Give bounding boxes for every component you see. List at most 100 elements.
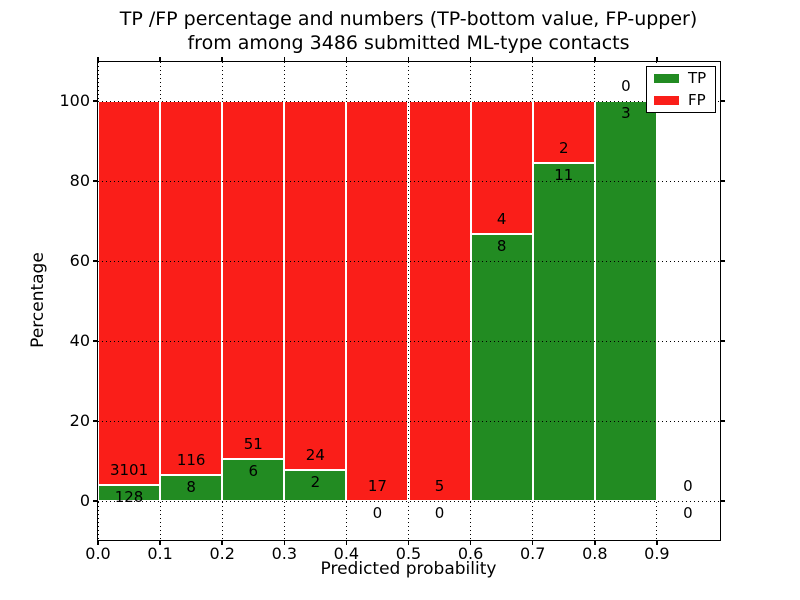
- fp-count-label-1: 116: [176, 451, 206, 470]
- legend-swatch-fp: [654, 96, 679, 105]
- chart-title-line2: from among 3486 submitted ML-type contac…: [187, 32, 630, 54]
- x-tick-top-2: [221, 56, 223, 61]
- y-tick-right-2: [720, 340, 725, 342]
- bar-fp-1: [160, 101, 223, 476]
- y-tick-left-0: [92, 500, 97, 502]
- tp-count-label-2: 6: [248, 461, 259, 480]
- y-tick-label-40: 40: [69, 331, 90, 350]
- x-tick-label-0.9: 0.9: [644, 544, 670, 563]
- fp-count-label-5: 5: [434, 477, 445, 495]
- y-tick-label-80: 80: [69, 171, 90, 190]
- gridline-y-100: [98, 100, 719, 102]
- legend-label-fp: FP: [688, 91, 706, 109]
- bar-fp-0: [98, 101, 161, 486]
- y-tick-left-2: [92, 340, 97, 342]
- x-tick-top-7: [531, 56, 534, 61]
- tp-count-label-3: 2: [310, 473, 321, 492]
- x-tick-bottom-8: [594, 540, 596, 545]
- fp-count-label-3: 24: [305, 446, 325, 465]
- y-tick-left-4: [92, 180, 97, 182]
- legend-entry-tp: TP: [654, 71, 715, 86]
- legend-swatch-tp: [654, 74, 679, 83]
- bar-fp-5: [408, 101, 471, 501]
- x-tick-label-0.4: 0.4: [333, 544, 360, 563]
- x-tick-top-4: [345, 56, 348, 61]
- x-tick-label-0.2: 0.2: [209, 544, 235, 563]
- x-tick-top-0: [97, 56, 99, 61]
- x-tick-top-5: [407, 56, 410, 61]
- y-tick-label-0: 0: [79, 491, 90, 510]
- tp-count-label-4: 0: [372, 504, 383, 522]
- y-tick-right-0: [720, 500, 725, 502]
- bar-fp-3: [284, 101, 347, 471]
- x-tick-label-0.8: 0.8: [582, 544, 608, 563]
- legend-entry-fp: FP: [654, 93, 715, 108]
- y-tick-right-5: [720, 100, 725, 102]
- x-tick-label-0.5: 0.5: [395, 544, 422, 563]
- x-tick-bottom-2: [221, 540, 223, 545]
- x-tick-top-6: [469, 56, 472, 61]
- tp-count-label-8: 3: [621, 104, 631, 122]
- tp-count-label-5: 0: [434, 504, 445, 522]
- x-axis-label: Predicted probability: [320, 559, 497, 579]
- bar-fp-2: [222, 101, 285, 459]
- bar-tp-0: [98, 485, 161, 501]
- fp-count-label-7: 2: [558, 138, 569, 157]
- x-tick-label-0.0: 0.0: [85, 544, 111, 563]
- x-tick-top-3: [283, 56, 286, 61]
- bar-tp-6: [470, 234, 533, 501]
- x-tick-label-0.7: 0.7: [519, 544, 546, 563]
- x-tick-bottom-9: [656, 540, 658, 545]
- y-tick-right-3: [720, 260, 725, 262]
- legend: TP FP: [646, 66, 716, 113]
- y-tick-right-4: [720, 180, 725, 182]
- x-tick-label-0.1: 0.1: [147, 544, 173, 563]
- tp-count-label-0: 128: [114, 488, 144, 507]
- y-tick-label-60: 60: [69, 251, 90, 270]
- x-tick-bottom-4: [345, 540, 348, 545]
- y-tick-left-5: [92, 100, 97, 102]
- bar-tp-7: [532, 162, 595, 501]
- x-tick-label-0.6: 0.6: [457, 544, 484, 563]
- x-tick-bottom-7: [531, 540, 534, 545]
- chart-title-line1: TP /FP percentage and numbers (TP-bottom…: [119, 8, 698, 30]
- gridline-y-0: [98, 500, 719, 502]
- bar-fp-4: [346, 101, 409, 501]
- x-tick-bottom-3: [283, 540, 286, 545]
- bar-tp-2: [222, 458, 285, 501]
- x-tick-label-0.3: 0.3: [271, 544, 298, 563]
- y-axis-label: Percentage: [28, 252, 48, 348]
- tp-count-label-7: 11: [554, 165, 574, 184]
- tp-count-label-9: 0: [683, 504, 693, 522]
- x-tick-bottom-0: [97, 540, 99, 545]
- gridline-y-80: [98, 180, 719, 182]
- gridline-x-0.9: [656, 62, 658, 539]
- gridline-y-20: [98, 420, 719, 422]
- gridline-y-60: [98, 260, 719, 262]
- bar-tp-1: [160, 475, 223, 501]
- legend-label-tp: TP: [688, 69, 707, 87]
- gridline-y-40: [98, 340, 719, 342]
- y-tick-label-100: 100: [59, 91, 90, 110]
- tp-count-label-1: 8: [186, 478, 196, 497]
- y-tick-label-20: 20: [69, 411, 90, 430]
- x-tick-bottom-5: [407, 540, 410, 545]
- fp-count-label-9: 0: [683, 477, 693, 495]
- bar-fp-6: [470, 101, 533, 235]
- tp-count-label-6: 8: [496, 237, 507, 256]
- x-tick-top-1: [159, 56, 161, 61]
- fp-count-label-0: 3101: [109, 461, 149, 480]
- x-tick-bottom-6: [469, 540, 472, 545]
- y-tick-right-1: [720, 420, 725, 422]
- y-tick-left-1: [92, 420, 97, 422]
- fp-count-label-4: 17: [367, 477, 387, 495]
- x-tick-top-8: [594, 56, 596, 61]
- chart-title: TP /FP percentage and numbers (TP-bottom…: [98, 7, 719, 55]
- fp-count-label-2: 51: [243, 434, 263, 453]
- bar-tp-8: [594, 101, 657, 501]
- fp-count-label-6: 4: [496, 210, 507, 229]
- x-tick-bottom-1: [159, 540, 161, 545]
- bar-tp-3: [284, 470, 347, 501]
- y-tick-left-3: [92, 260, 97, 262]
